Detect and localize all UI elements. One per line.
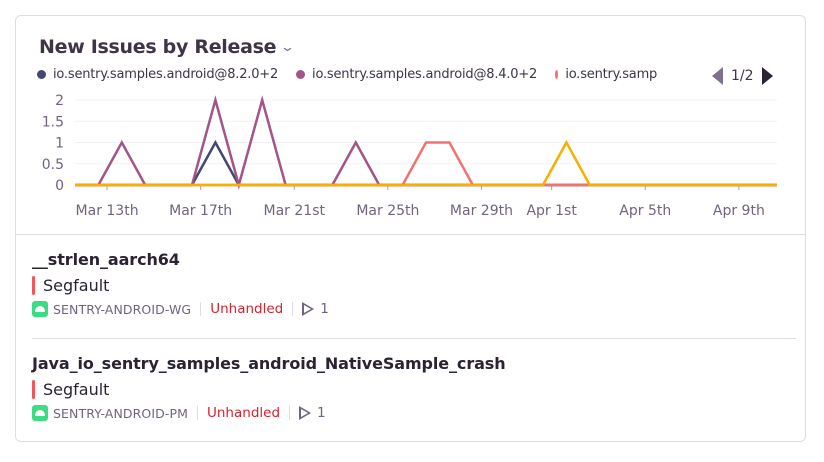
legend-dot [37, 70, 46, 79]
x-tick-label: Mar 29th [450, 203, 513, 219]
issue-title[interactable]: Java_io_sentry_samples_android_NativeSam… [32, 354, 506, 373]
y-tick-label: 0.5 [42, 157, 64, 173]
issue-short-id: SENTRY-ANDROID-WG [53, 301, 192, 317]
event-count: 1 [320, 301, 329, 317]
issue-message: Segfault [43, 276, 110, 295]
issue-row[interactable]: __strlen_aarch64 Segfault SENTRY-ANDROID… [32, 250, 329, 317]
legend-dot [555, 70, 559, 79]
event-count-icon [302, 302, 315, 316]
x-tick-label: Mar 25th [356, 203, 419, 219]
x-tick-label: Apr 5th [619, 203, 671, 219]
y-tick-label: 1.5 [42, 114, 64, 130]
event-count-icon [299, 406, 312, 420]
separator [200, 302, 202, 316]
legend-prev-icon[interactable] [712, 67, 723, 85]
legend-dot [296, 70, 306, 79]
unhandled-badge: Unhandled [207, 405, 281, 421]
separator [197, 406, 198, 420]
y-tick-label: 1 [55, 136, 64, 152]
issue-title[interactable]: __strlen_aarch64 [32, 250, 180, 269]
issue-short-id: SENTRY-ANDROID-PM [53, 405, 188, 421]
separator [292, 302, 294, 316]
x-tick-label: Mar 17th [169, 203, 232, 219]
event-count: 1 [317, 405, 326, 421]
widget-title-dropdown[interactable]: New Issues by Release ⌄ [39, 36, 295, 58]
widget-card [15, 15, 806, 442]
legend-item[interactable]: io.sentry.samples.android@8.4.0+2 [296, 67, 537, 82]
divider [16, 234, 806, 235]
legend-label: io.sentry.samples.android@8.4.0+2 [312, 67, 538, 82]
series-line [75, 139, 777, 187]
widget-title: New Issues by Release [39, 36, 277, 58]
divider [32, 338, 796, 339]
chevron-down-icon: ⌄ [280, 39, 295, 55]
line-chart: 0 0.5 1 1.5 2 Mar 13th Mar 17th Mar 21st Mar 25t… [42, 93, 777, 219]
x-tick-label: Mar 21st [264, 203, 326, 219]
x-tick-label: Apr 9th [713, 203, 765, 219]
chart-legend: io.sentry.samples.android@8.2.0+2 io.sen… [37, 67, 657, 82]
android-icon [32, 405, 48, 421]
x-tick-label: Mar 13th [76, 203, 139, 219]
legend-label: io.sentry.samples.android@8.2.0+2 [53, 67, 279, 82]
y-tick-label: 0 [55, 178, 64, 194]
legend-next-icon[interactable] [761, 67, 773, 85]
legend-item[interactable]: io.sentry.samples.android@8.2.0+2 [37, 67, 278, 82]
separator [289, 406, 291, 420]
issue-message: Segfault [43, 380, 110, 399]
level-indicator [32, 380, 35, 399]
legend-item[interactable]: io.sentry.samp [555, 67, 657, 82]
legend-pager: 1/2 [712, 67, 773, 85]
android-icon [32, 301, 48, 317]
legend-label: io.sentry.samp [565, 67, 658, 82]
y-tick-label: 2 [55, 93, 64, 109]
issue-row[interactable]: Java_io_sentry_samples_android_NativeSam… [32, 354, 506, 421]
unhandled-badge: Unhandled [210, 301, 284, 317]
legend-page: 1/2 [731, 68, 754, 84]
x-tick-label: Apr 1st [526, 203, 577, 219]
level-indicator [32, 276, 35, 295]
